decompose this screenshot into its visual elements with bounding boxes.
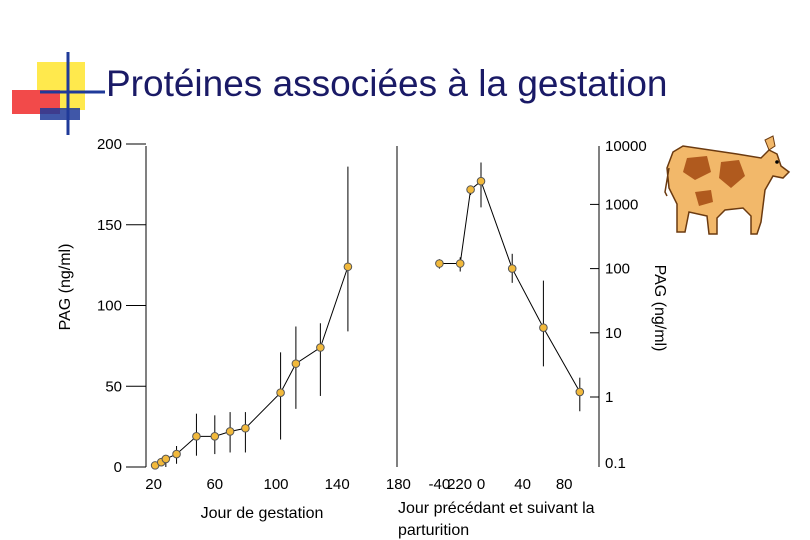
left-y-tick-label: 0	[114, 459, 122, 476]
right-x-axis-label-line2: parturition	[398, 522, 469, 539]
left-data-point	[225, 427, 235, 436]
left-x-tick-label: 220	[447, 476, 472, 493]
left-x-tick-label: 20	[145, 476, 162, 493]
right-data-point	[476, 176, 486, 186]
left-x-tick-labels: 20 60 100 140 180 220	[145, 476, 472, 493]
left-x-axis-label: Jour de gestation	[201, 505, 324, 522]
left-data-point	[291, 359, 301, 368]
right-series	[435, 162, 585, 412]
left-y-tick-label: 50	[105, 378, 122, 395]
right-y-tick-label: 0.1	[605, 455, 626, 472]
left-x-tick-label: 180	[386, 476, 411, 493]
left-y-tick-label: 150	[97, 217, 122, 234]
cow-spot-1	[683, 156, 711, 180]
cow-spot-3	[695, 190, 713, 206]
left-y-axis-label: PAG (ng/ml)	[57, 244, 74, 331]
right-data-point	[575, 387, 585, 397]
right-y-tick-label: 1	[605, 389, 613, 406]
right-x-tick-label: 80	[556, 476, 573, 493]
slide-decoration-squares	[12, 52, 105, 135]
left-data-point	[316, 343, 325, 352]
right-y-ticks: 0.1 1 10 100 1000 10000	[590, 138, 647, 472]
right-data-point	[539, 323, 548, 333]
cow-eye	[775, 160, 779, 164]
right-series-line	[439, 180, 581, 393]
right-x-tick-label: -40	[429, 476, 451, 493]
left-data-point	[343, 262, 353, 272]
right-data-point	[466, 185, 475, 194]
right-y-axis-label: PAG (ng/ml)	[651, 265, 668, 352]
slide-title: Protéines associées à la gestation	[106, 63, 668, 104]
left-y-tick-label: 200	[97, 136, 122, 153]
parturition-chart: 0.1 1 10 100 1000 10000 -40 0 40 80 Jour précéda…	[396, 138, 668, 539]
left-x-tick-label: 140	[325, 476, 350, 493]
deco-blue-bar	[40, 108, 80, 120]
right-data-point	[435, 259, 444, 268]
left-series	[150, 166, 353, 470]
left-series-line	[154, 266, 349, 466]
left-data-point	[241, 423, 250, 433]
right-y-tick-label: 1000	[605, 196, 638, 213]
left-x-tick-label: 60	[206, 476, 223, 493]
gestation-chart: 0 50 100 150 200 20 60 100 140 180 220 Jour de ge…	[57, 136, 472, 522]
right-x-tick-label: 0	[477, 476, 485, 493]
left-data-point	[192, 432, 201, 441]
cow-body	[666, 145, 791, 235]
cow-tail	[664, 167, 670, 197]
cow-illustration	[664, 135, 791, 235]
right-x-tick-label: 40	[514, 476, 531, 493]
cow-spot-2	[719, 160, 745, 188]
left-data-point	[210, 432, 220, 441]
right-x-tick-labels: -40 0 40 80	[429, 476, 573, 493]
left-y-tick-label: 100	[97, 298, 122, 315]
right-x-axis-label-line1: Jour précédant et suivant la	[398, 500, 595, 517]
right-y-tick-label: 10	[605, 325, 622, 342]
right-data-point	[455, 259, 465, 268]
right-y-tick-label: 100	[605, 261, 630, 278]
right-y-tick-label: 10000	[605, 138, 647, 155]
left-data-point	[161, 454, 171, 464]
right-data-point	[507, 264, 517, 273]
left-y-ticks: 0 50 100 150 200	[97, 136, 146, 476]
left-data-point	[172, 449, 181, 459]
left-data-point	[276, 388, 285, 398]
left-x-tick-label: 100	[263, 476, 288, 493]
cow-horn	[764, 135, 776, 151]
